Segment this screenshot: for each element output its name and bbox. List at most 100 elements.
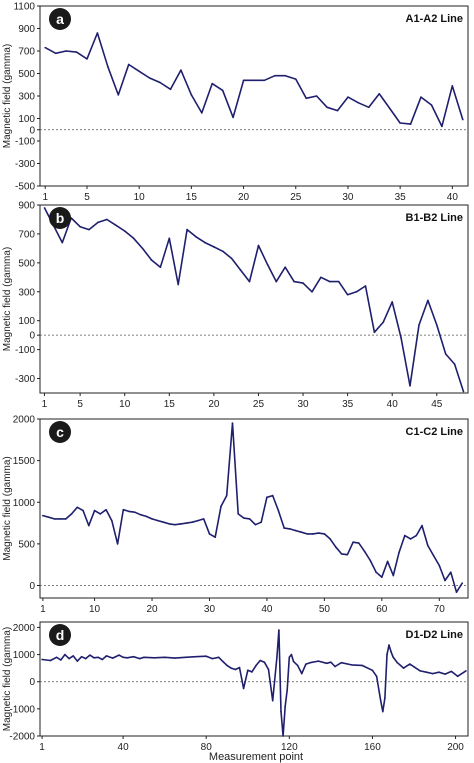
data-point bbox=[382, 710, 384, 713]
data-point bbox=[221, 250, 224, 253]
y-tick-label: -300 bbox=[15, 374, 35, 385]
chart-panel-d: -2000 -1000 0 1000 2000 1 40 80 120 160 200 Magneti… bbox=[2, 621, 469, 753]
data-point bbox=[42, 514, 44, 517]
data-point bbox=[430, 104, 433, 106]
x-tick-label: 20 bbox=[238, 192, 250, 203]
x-tick-label: 1 bbox=[40, 604, 46, 615]
y-axis-label: Magnetic field (gamma) bbox=[2, 627, 13, 731]
x-tick-label: 1 bbox=[39, 742, 45, 753]
data-point bbox=[76, 506, 79, 509]
data-point bbox=[280, 710, 282, 713]
data-point bbox=[132, 655, 135, 658]
y-tick-label: -500 bbox=[15, 182, 35, 193]
x-tick-label: 5 bbox=[77, 399, 83, 410]
data-point bbox=[248, 518, 251, 520]
data-point bbox=[82, 509, 84, 512]
data-point bbox=[259, 659, 262, 662]
data-point bbox=[284, 705, 286, 707]
data-point bbox=[190, 94, 193, 96]
data-point bbox=[432, 554, 435, 557]
panel-badge bbox=[49, 421, 71, 443]
data-point bbox=[386, 653, 388, 656]
data-point bbox=[93, 509, 96, 512]
y-axis-label: Magnetic field (gamma) bbox=[2, 44, 13, 148]
panel-badge bbox=[49, 8, 71, 30]
data-point bbox=[435, 324, 438, 326]
y-tick-label: 900 bbox=[18, 24, 35, 35]
data-point bbox=[364, 285, 367, 287]
data-point bbox=[388, 644, 390, 646]
data-point bbox=[159, 81, 161, 84]
data-point bbox=[64, 653, 66, 656]
data-point bbox=[409, 663, 411, 665]
data-point bbox=[96, 32, 99, 34]
data-point bbox=[284, 266, 287, 268]
data-point bbox=[263, 661, 266, 663]
data-point bbox=[123, 230, 126, 232]
data-point bbox=[105, 655, 108, 657]
data-series-line bbox=[43, 207, 465, 392]
y-tick-label: 2000 bbox=[13, 415, 36, 426]
data-point bbox=[375, 571, 377, 573]
data-point bbox=[251, 671, 253, 673]
data-point bbox=[141, 247, 144, 250]
data-point bbox=[278, 629, 280, 631]
data-point bbox=[392, 656, 395, 659]
data-point bbox=[450, 670, 453, 673]
data-point bbox=[444, 673, 446, 675]
data-point bbox=[70, 513, 73, 515]
data-point bbox=[255, 664, 257, 667]
data-point bbox=[346, 553, 349, 556]
x-tick-label: 50 bbox=[319, 604, 331, 615]
data-point bbox=[174, 657, 176, 659]
data-point bbox=[274, 74, 276, 77]
y-tick-label: 0 bbox=[29, 677, 35, 688]
x-tick-label: 1 bbox=[42, 399, 48, 410]
data-point bbox=[284, 74, 287, 77]
y-tick-label: 500 bbox=[18, 69, 35, 80]
data-point bbox=[213, 246, 215, 248]
data-point bbox=[275, 280, 278, 283]
data-point bbox=[431, 672, 434, 675]
x-tick-label: 40 bbox=[118, 742, 130, 753]
data-point bbox=[106, 218, 108, 221]
data-point bbox=[438, 671, 440, 674]
data-point bbox=[145, 515, 148, 518]
data-point bbox=[65, 50, 67, 52]
data-point bbox=[139, 513, 142, 516]
data-point bbox=[221, 89, 224, 92]
data-point bbox=[347, 96, 349, 98]
x-tick-label: 20 bbox=[146, 604, 158, 615]
y-tick-label: 100 bbox=[18, 316, 35, 327]
data-point bbox=[111, 657, 114, 659]
data-point bbox=[388, 107, 391, 110]
x-tick-label: 1 bbox=[42, 192, 48, 203]
data-point bbox=[426, 544, 429, 547]
data-point bbox=[211, 82, 214, 85]
x-tick-label: 40 bbox=[447, 192, 459, 203]
data-point bbox=[43, 207, 46, 209]
data-point bbox=[381, 576, 383, 578]
data-point bbox=[99, 513, 102, 515]
x-tick-label: 160 bbox=[364, 742, 381, 753]
data-point bbox=[195, 236, 197, 238]
x-tick-label: 35 bbox=[342, 399, 354, 410]
data-point bbox=[288, 656, 291, 659]
x-tick-label: 15 bbox=[186, 192, 198, 203]
data-point bbox=[391, 301, 394, 303]
data-point bbox=[80, 655, 83, 658]
data-point bbox=[253, 79, 255, 82]
y-tick-label: 0 bbox=[29, 125, 35, 136]
data-point bbox=[88, 228, 90, 231]
data-point bbox=[266, 263, 269, 266]
data-point bbox=[138, 657, 141, 660]
data-point bbox=[292, 660, 295, 663]
data-point bbox=[309, 661, 311, 664]
data-point bbox=[384, 697, 386, 699]
data-point bbox=[177, 283, 180, 286]
data-point bbox=[290, 653, 293, 656]
data-point bbox=[373, 331, 376, 334]
data-point bbox=[317, 660, 320, 662]
x-tick-label: 60 bbox=[376, 604, 388, 615]
